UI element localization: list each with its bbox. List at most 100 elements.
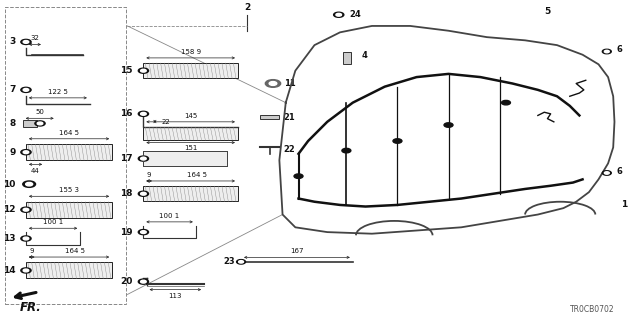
Circle shape — [294, 174, 303, 179]
Text: 1: 1 — [621, 200, 627, 209]
Text: 11: 11 — [284, 79, 296, 88]
Circle shape — [23, 88, 29, 91]
Text: 12: 12 — [3, 205, 16, 214]
Text: 13: 13 — [3, 234, 16, 243]
Text: 50: 50 — [36, 109, 44, 116]
Text: 22: 22 — [161, 118, 170, 124]
Text: 6: 6 — [616, 45, 622, 54]
Text: 10: 10 — [3, 180, 16, 189]
Circle shape — [604, 172, 609, 174]
Bar — [143, 127, 238, 140]
Circle shape — [21, 39, 31, 44]
Text: 167: 167 — [291, 248, 304, 254]
Circle shape — [239, 260, 244, 263]
Circle shape — [138, 68, 148, 73]
Text: 9: 9 — [147, 172, 152, 178]
Circle shape — [26, 182, 33, 186]
Text: 44: 44 — [31, 168, 40, 173]
Circle shape — [444, 123, 453, 127]
Bar — [26, 202, 112, 218]
Text: 20: 20 — [120, 277, 132, 286]
Circle shape — [21, 87, 31, 92]
Circle shape — [141, 231, 146, 234]
Circle shape — [138, 191, 148, 196]
Circle shape — [602, 171, 611, 175]
Circle shape — [138, 279, 148, 284]
Text: 21: 21 — [284, 113, 296, 122]
Bar — [143, 151, 227, 166]
Text: 17: 17 — [120, 154, 132, 163]
Bar — [26, 144, 112, 160]
Circle shape — [141, 112, 146, 115]
Circle shape — [23, 208, 29, 211]
Circle shape — [269, 82, 277, 85]
Text: 19: 19 — [120, 228, 132, 236]
Bar — [5, 7, 126, 304]
Bar — [260, 115, 280, 119]
Circle shape — [138, 229, 148, 235]
Bar — [26, 262, 112, 278]
Bar — [343, 52, 351, 64]
Text: 32: 32 — [31, 35, 39, 41]
Text: 2: 2 — [244, 3, 251, 12]
Text: 151: 151 — [184, 146, 197, 151]
Circle shape — [23, 151, 29, 154]
Circle shape — [23, 237, 29, 240]
Circle shape — [266, 80, 281, 87]
Circle shape — [23, 41, 29, 43]
Text: 5: 5 — [544, 7, 550, 16]
Bar — [23, 120, 37, 127]
Text: 100 1: 100 1 — [43, 219, 63, 225]
Text: 6: 6 — [616, 167, 622, 176]
Circle shape — [342, 148, 351, 153]
Text: TR0CB0702: TR0CB0702 — [570, 305, 614, 314]
Text: FR.: FR. — [20, 301, 42, 314]
Text: 164 5: 164 5 — [59, 130, 79, 136]
Circle shape — [602, 49, 611, 54]
Text: 158 9: 158 9 — [180, 49, 201, 55]
Bar — [143, 63, 238, 78]
Circle shape — [21, 268, 31, 273]
Circle shape — [23, 181, 36, 187]
Bar — [143, 186, 238, 201]
Bar — [143, 151, 227, 166]
Text: 100 1: 100 1 — [159, 213, 180, 219]
Text: 7: 7 — [10, 85, 16, 94]
Text: 16: 16 — [120, 109, 132, 118]
Circle shape — [35, 121, 45, 126]
Text: 9: 9 — [10, 148, 16, 157]
Circle shape — [21, 207, 31, 212]
Text: 155 3: 155 3 — [59, 187, 79, 193]
Text: 23: 23 — [223, 257, 235, 266]
Text: 8: 8 — [10, 119, 16, 128]
Text: 113: 113 — [168, 293, 182, 299]
Circle shape — [138, 156, 148, 161]
Text: 145: 145 — [184, 113, 197, 119]
Text: 164 5: 164 5 — [65, 248, 85, 254]
Circle shape — [502, 100, 511, 105]
Circle shape — [23, 269, 29, 272]
Text: 3: 3 — [10, 37, 16, 46]
Circle shape — [141, 280, 146, 283]
Circle shape — [37, 122, 43, 125]
Text: 18: 18 — [120, 189, 132, 198]
Circle shape — [604, 50, 609, 53]
Text: 122 5: 122 5 — [48, 89, 68, 95]
Circle shape — [393, 139, 402, 143]
Text: 4: 4 — [362, 51, 367, 60]
Text: 22: 22 — [284, 145, 296, 154]
Text: 164 5: 164 5 — [187, 172, 207, 178]
Circle shape — [237, 260, 246, 264]
Text: 14: 14 — [3, 266, 16, 275]
Text: 9: 9 — [29, 248, 34, 254]
Circle shape — [141, 192, 146, 195]
Circle shape — [333, 12, 344, 17]
Text: 15: 15 — [120, 66, 132, 75]
Text: 24: 24 — [349, 10, 362, 19]
Circle shape — [141, 157, 146, 160]
Circle shape — [336, 13, 342, 16]
Circle shape — [21, 236, 31, 241]
Circle shape — [141, 69, 146, 72]
Circle shape — [21, 150, 31, 155]
Circle shape — [138, 111, 148, 116]
